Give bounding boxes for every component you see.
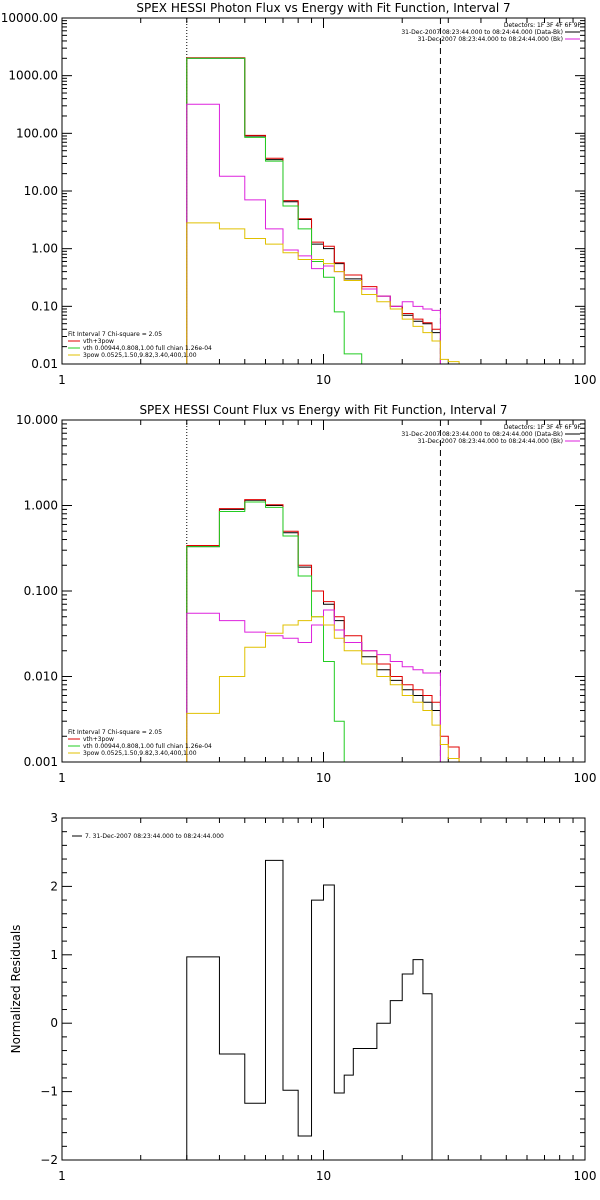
legend-entry: Fit Interval 7 Chi-square = 2.05 [68,729,162,736]
legend-entry: 31-Dec-2007 08:23:44.000 to 08:24:44.000… [401,431,563,438]
y-tick-label: 10.00 [24,184,58,198]
legend-entry: 3pow 0.0525,1.50,9.82,3.40,400,1.00 [83,750,197,757]
plot-frame [61,17,586,365]
y-tick-label: 100.00 [16,126,58,140]
plot-frame [61,817,586,1161]
series-group [186,859,433,1160]
legend-entry: 31-Dec-2007 08:23:44.000 to 08:24:44.000… [401,29,563,36]
residuals-plot: Normalized Residuals 1 10 100 −2 −1 0 1 2 3 7. 31-… [9,811,597,1183]
legend-entry: 31-Dec-2007 08:23:44.000 to 08:24:44.000… [418,36,563,43]
legend-entry: vth+3pow [83,736,114,743]
series-3pow [186,616,460,762]
legend-entry: vth+3pow [83,338,114,345]
legend-entry: Detectors: 1F 3F 4F 6F 9F [504,22,582,29]
series-group [186,499,470,762]
y-tick-label: 1000.00 [8,69,58,83]
y-tick-label: 10.000 [16,413,58,427]
series-data-bk [186,499,441,762]
series-vth [186,501,345,762]
series-vth-3pow [186,499,470,762]
series-bk [186,103,441,364]
x-tick-label: 100 [574,373,597,387]
legend-entry: vth 0.00944,0.808,1.00 full chian 1.26e-… [83,345,212,352]
plot-frame [61,419,586,763]
y-tick-label: 0.01 [31,357,58,371]
legend-entry: 7. 31-Dec-2007 08:23:44.000 to 08:24:44.… [85,833,224,840]
y-tick-label: 1.00 [31,242,58,256]
y-tick-label: −2 [40,1153,58,1167]
x-tick-label: 10 [316,373,331,387]
legend-entry: 3pow 0.0525,1.50,9.82,3.40,400,1.00 [83,352,197,359]
photon-flux-plot: SPEX HESSI Photon Flux vs Energy with Fi… [1,1,597,387]
x-tick-label: 1 [58,373,66,387]
y-tick-label: 1 [50,948,58,962]
chart-title: SPEX HESSI Count Flux vs Energy with Fit… [139,403,507,417]
series-residuals [186,859,433,1160]
series-vth [186,57,363,364]
y-tick-label: 0.001 [24,755,58,769]
count-flux-plot: SPEX HESSI Count Flux vs Energy with Fit… [16,403,597,785]
x-tick-label: 1 [58,771,66,785]
legend-entry: Detectors: 1F 3F 4F 6F 9F [504,424,582,431]
legend-entry: 31-Dec-2007 08:23:44.000 to 08:24:44.000… [418,438,563,445]
y-tick-label: 0.10 [31,299,58,313]
y-tick-label: 10000.00 [1,11,58,25]
y-tick-label: 1.000 [24,499,58,513]
y-tick-label: 0.100 [24,584,58,598]
y-tick-label: 3 [50,811,58,825]
y-tick-label: 2 [50,879,58,893]
y-tick-label: 0.010 [24,670,58,684]
x-tick-label: 10 [316,771,331,785]
legend-entry: Fit Interval 7 Chi-square = 2.05 [68,331,162,338]
y-axis-label: Normalized Residuals [9,925,23,1054]
x-tick-label: 100 [574,771,597,785]
series-bk [186,609,441,762]
x-tick-label: 100 [574,1169,597,1183]
y-tick-label: 0 [50,1016,58,1030]
series-group [186,57,460,364]
series-data-bk [186,57,441,364]
y-tick-label: −1 [40,1085,58,1099]
series-3pow [186,222,460,364]
x-tick-label: 10 [316,1169,331,1183]
chart-title: SPEX HESSI Photon Flux vs Energy with Fi… [136,1,510,15]
x-tick-label: 1 [58,1169,66,1183]
series-vth-3pow [186,57,449,364]
legend-entry: vth 0.00944,0.808,1.00 full chian 1.26e-… [83,743,212,750]
